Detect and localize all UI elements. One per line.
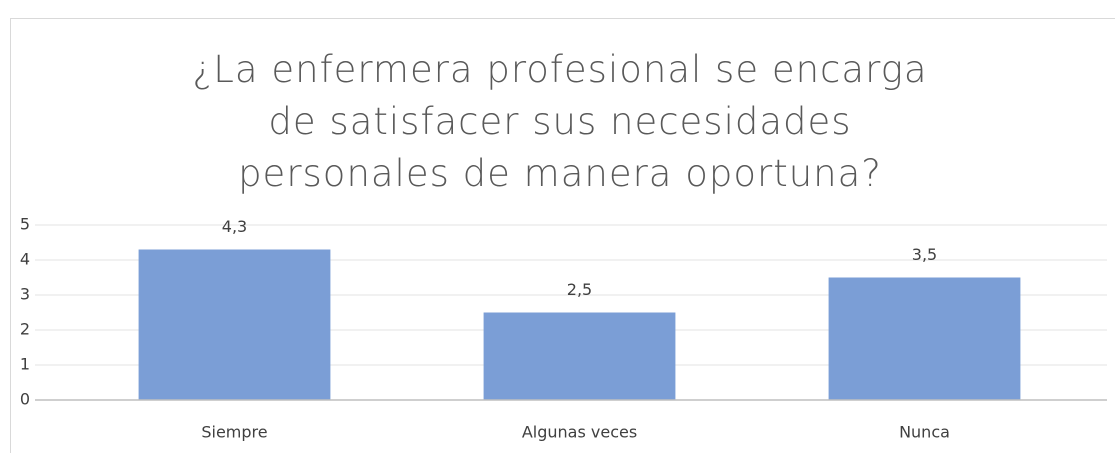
value-label: 2,5	[567, 280, 592, 299]
x-tick-label: Siempre	[201, 423, 267, 442]
y-tick-label: 3	[20, 285, 30, 304]
bar	[483, 312, 676, 400]
y-tick-label: 4	[20, 250, 30, 269]
y-tick-label: 0	[20, 390, 30, 409]
chart-border	[10, 18, 1115, 453]
y-tick-label: 5	[20, 215, 30, 234]
x-tick-label: Algunas veces	[522, 423, 637, 442]
value-label: 4,3	[222, 217, 247, 236]
chart-title: ¿La enfermera profesional se encarga de …	[192, 48, 928, 195]
value-label: 3,5	[912, 245, 937, 264]
x-tick-label: Nunca	[899, 423, 950, 442]
bar	[138, 249, 331, 400]
bar	[828, 277, 1021, 400]
y-tick-label: 2	[20, 320, 30, 339]
y-tick-label: 1	[20, 355, 30, 374]
